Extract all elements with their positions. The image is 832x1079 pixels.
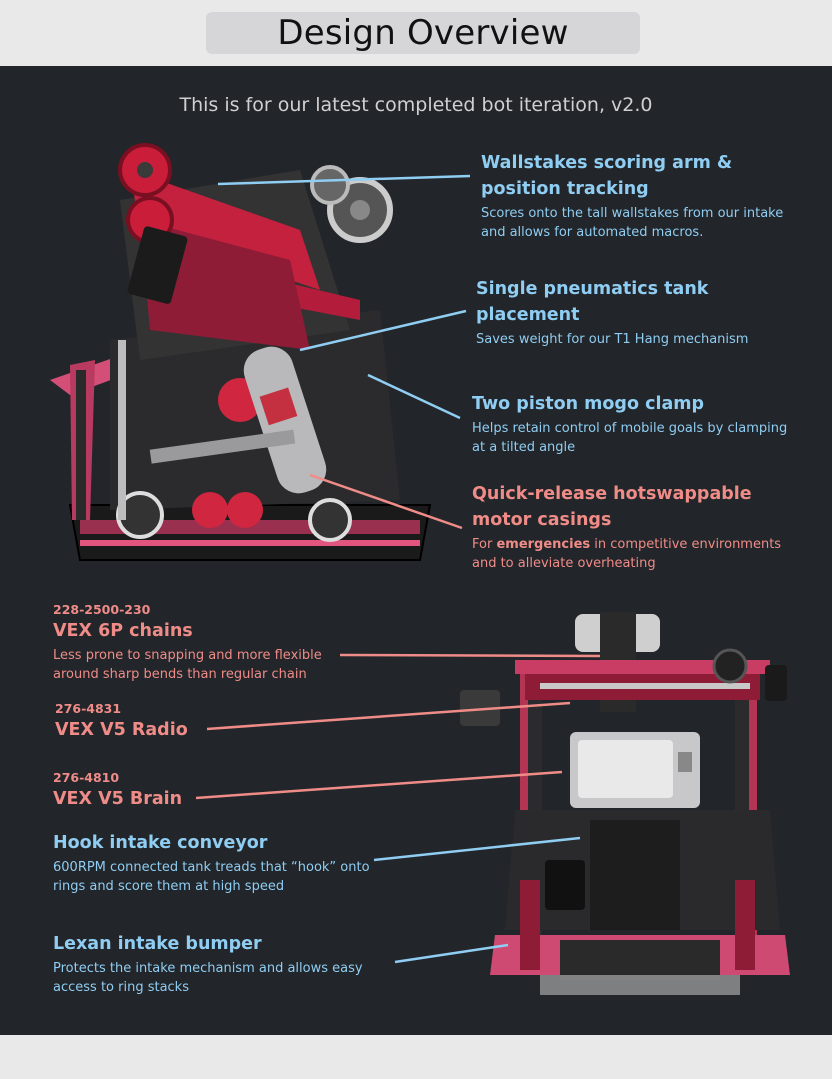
annotation-wallstakes-arm: Wallstakes scoring arm & position tracki…: [481, 150, 801, 242]
annotation-title: VEX V5 Radio: [55, 720, 188, 740]
subtitle: This is for our latest completed bot ite…: [179, 94, 653, 116]
annotation-desc: Helps retain control of mobile goals by …: [472, 421, 788, 455]
annotation-6p-chains: 228-2500-230 VEX 6P chains Less prone to…: [53, 602, 343, 684]
footer-band: [0, 1035, 832, 1079]
annotation-v5-radio: 276-4831 VEX V5 Radio: [55, 701, 255, 743]
annotation-pneumatics-tank: Single pneumatics tank placement Saves w…: [476, 276, 776, 349]
annotation-title: Wallstakes scoring arm & position tracki…: [481, 153, 733, 199]
annotation-title: Two piston mogo clamp: [472, 394, 705, 414]
annotation-lexan-bumper: Lexan intake bumper Protects the intake …: [53, 931, 383, 997]
annotation-desc: Saves weight for our T1 Hang mechanism: [476, 332, 749, 347]
part-number: 276-4831: [55, 701, 122, 716]
annotation-motor-casings: Quick-release hotswappable motor casings…: [472, 481, 792, 573]
annotation-desc: Less prone to snapping and more flexible…: [53, 648, 322, 682]
annotation-desc: For emergencies in competitive environme…: [472, 537, 782, 571]
annotation-title: Hook intake conveyor: [53, 833, 268, 853]
part-number: 276-4810: [53, 770, 120, 785]
annotation-desc: Scores onto the tall wallstakes from our…: [481, 206, 784, 240]
title-pill: Design Overview: [206, 12, 640, 54]
title-band: Design Overview: [0, 0, 832, 66]
annotation-desc: Protects the intake mechanism and allows…: [53, 961, 363, 995]
annotation-hook-intake: Hook intake conveyor 600RPM connected ta…: [53, 830, 373, 896]
annotation-title: Lexan intake bumper: [53, 934, 262, 954]
annotation-v5-brain: 276-4810 VEX V5 Brain: [53, 770, 253, 812]
annotation-desc: 600RPM connected tank treads that “hook”…: [53, 860, 370, 894]
annotation-title: Quick-release hotswappable motor casings: [472, 484, 752, 530]
annotation-title: VEX 6P chains: [53, 621, 193, 641]
annotation-mogo-clamp: Two piston mogo clamp Helps retain contr…: [472, 391, 802, 457]
page-title: Design Overview: [277, 13, 569, 53]
part-number: 228-2500-230: [53, 602, 151, 617]
annotation-title: Single pneumatics tank placement: [476, 279, 709, 325]
annotation-title: VEX V5 Brain: [53, 789, 183, 809]
